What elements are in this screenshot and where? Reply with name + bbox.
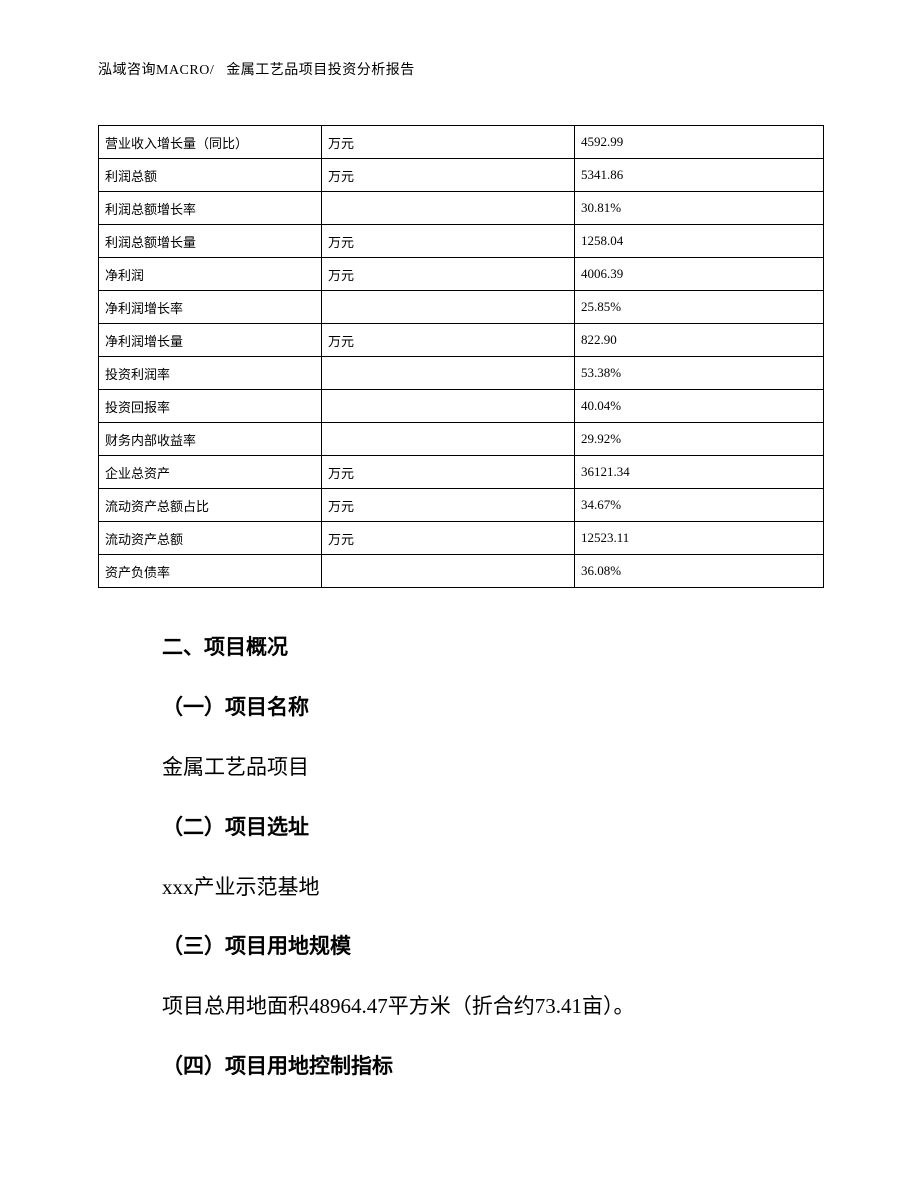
cell-value: 40.04% <box>575 390 824 423</box>
cell-unit <box>322 555 575 588</box>
table-row: 净利润增长量 万元 822.90 <box>99 324 824 357</box>
cell-label: 投资回报率 <box>99 390 322 423</box>
cell-unit <box>322 192 575 225</box>
cell-value: 53.38% <box>575 357 824 390</box>
cell-value: 1258.04 <box>575 225 824 258</box>
cell-value: 36121.34 <box>575 456 824 489</box>
cell-label: 投资利润率 <box>99 357 322 390</box>
cell-unit <box>322 291 575 324</box>
cell-unit: 万元 <box>322 159 575 192</box>
cell-label: 流动资产总额 <box>99 522 322 555</box>
cell-unit: 万元 <box>322 522 575 555</box>
cell-label: 资产负债率 <box>99 555 322 588</box>
table-row: 投资利润率 53.38% <box>99 357 824 390</box>
cell-unit <box>322 357 575 390</box>
table-row: 资产负债率 36.08% <box>99 555 824 588</box>
cell-value: 12523.11 <box>575 522 824 555</box>
cell-unit: 万元 <box>322 489 575 522</box>
table-row: 营业收入增长量（同比） 万元 4592.99 <box>99 126 824 159</box>
table-row: 流动资产总额 万元 12523.11 <box>99 522 824 555</box>
table-row: 投资回报率 40.04% <box>99 390 824 423</box>
paragraph: 项目总用地面积48964.47平方米（折合约73.41亩）。 <box>120 987 802 1027</box>
cell-value: 4006.39 <box>575 258 824 291</box>
cell-value: 4592.99 <box>575 126 824 159</box>
table-row: 利润总额增长率 30.81% <box>99 192 824 225</box>
table-row: 净利润增长率 25.85% <box>99 291 824 324</box>
cell-label: 净利润增长量 <box>99 324 322 357</box>
cell-label: 企业总资产 <box>99 456 322 489</box>
cell-value: 29.92% <box>575 423 824 456</box>
subsection-heading: （二）项目选址 <box>120 808 802 848</box>
section-title: 二、项目概况 <box>120 628 802 668</box>
subsection-heading: （一）项目名称 <box>120 688 802 728</box>
cell-unit: 万元 <box>322 126 575 159</box>
cell-label: 净利润增长率 <box>99 291 322 324</box>
subsection-heading: （四）项目用地控制指标 <box>120 1047 802 1087</box>
cell-unit: 万元 <box>322 324 575 357</box>
cell-unit: 万元 <box>322 225 575 258</box>
table-row: 流动资产总额占比 万元 34.67% <box>99 489 824 522</box>
table-row: 财务内部收益率 29.92% <box>99 423 824 456</box>
cell-label: 利润总额 <box>99 159 322 192</box>
cell-unit <box>322 423 575 456</box>
table-row: 利润总额 万元 5341.86 <box>99 159 824 192</box>
cell-unit: 万元 <box>322 258 575 291</box>
cell-unit <box>322 390 575 423</box>
cell-label: 净利润 <box>99 258 322 291</box>
page-header: 泓域咨询MACRO/ 金属工艺品项目投资分析报告 <box>98 59 824 79</box>
table-row: 净利润 万元 4006.39 <box>99 258 824 291</box>
header-left: 泓域咨询MACRO/ <box>98 63 214 78</box>
subsection-heading: （三）项目用地规模 <box>120 927 802 967</box>
table-row: 利润总额增长量 万元 1258.04 <box>99 225 824 258</box>
cell-label: 利润总额增长率 <box>99 192 322 225</box>
cell-label: 利润总额增长量 <box>99 225 322 258</box>
table-row: 企业总资产 万元 36121.34 <box>99 456 824 489</box>
paragraph: 金属工艺品项目 <box>120 748 802 788</box>
cell-value: 36.08% <box>575 555 824 588</box>
financial-table: 营业收入增长量（同比） 万元 4592.99 利润总额 万元 5341.86 利… <box>98 125 824 588</box>
cell-unit: 万元 <box>322 456 575 489</box>
cell-value: 34.67% <box>575 489 824 522</box>
body-text: 二、项目概况 （一）项目名称 金属工艺品项目 （二）项目选址 xxx产业示范基地… <box>98 628 824 1087</box>
page: 泓域咨询MACRO/ 金属工艺品项目投资分析报告 营业收入增长量（同比） 万元 … <box>0 0 920 1191</box>
cell-value: 25.85% <box>575 291 824 324</box>
cell-value: 30.81% <box>575 192 824 225</box>
paragraph: xxx产业示范基地 <box>120 868 802 908</box>
header-right: 金属工艺品项目投资分析报告 <box>226 63 415 78</box>
cell-label: 流动资产总额占比 <box>99 489 322 522</box>
cell-value: 822.90 <box>575 324 824 357</box>
cell-label: 营业收入增长量（同比） <box>99 126 322 159</box>
cell-label: 财务内部收益率 <box>99 423 322 456</box>
cell-value: 5341.86 <box>575 159 824 192</box>
